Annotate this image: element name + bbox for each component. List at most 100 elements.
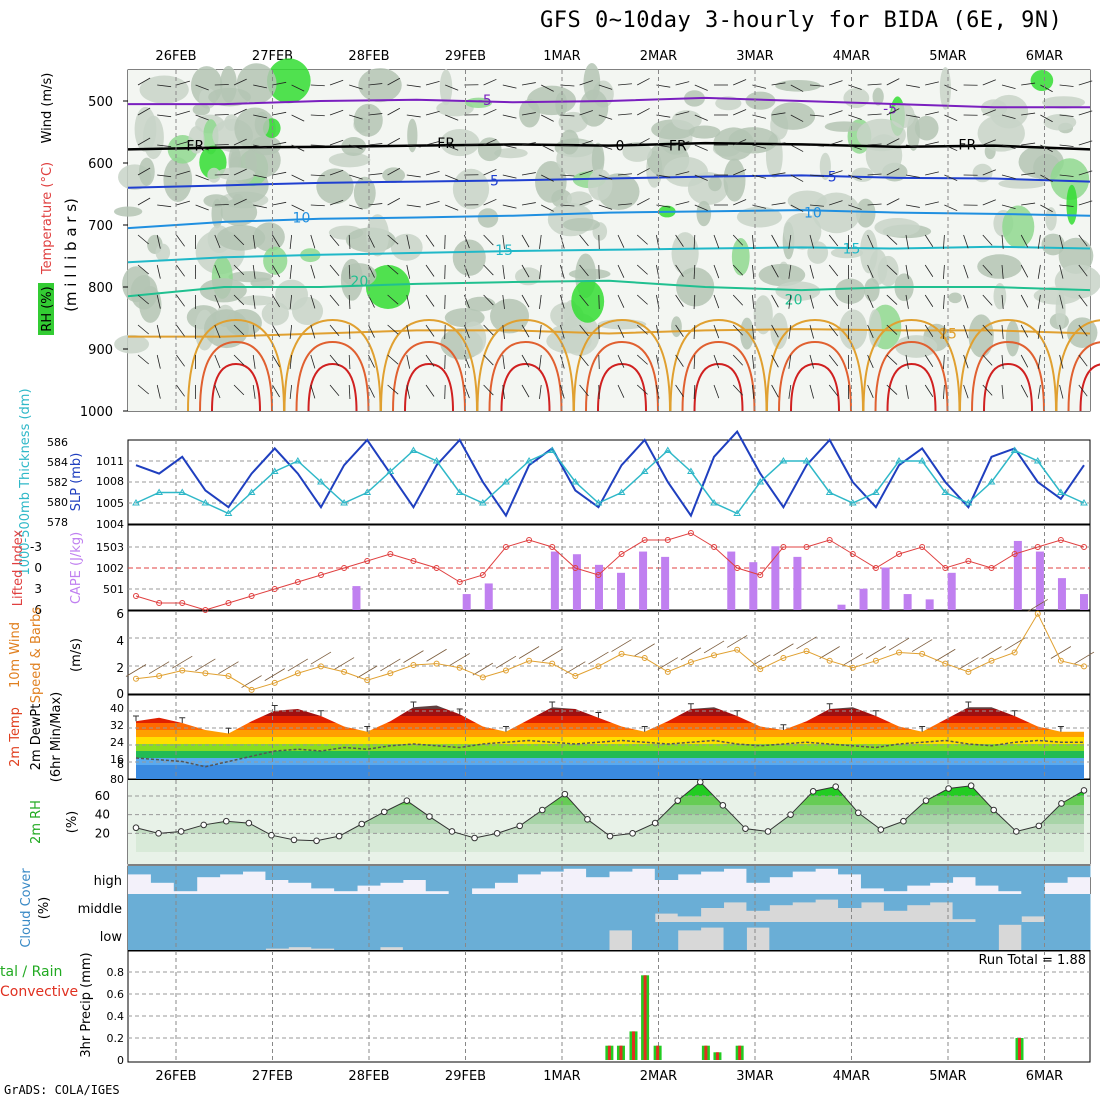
wind-barb xyxy=(272,171,287,176)
rh-shading-blob xyxy=(1050,158,1090,201)
thickness-marker xyxy=(178,488,187,495)
wind-barb xyxy=(502,84,517,89)
rh-marker xyxy=(1012,828,1020,835)
surface-temperature-contour xyxy=(669,318,768,412)
wind-barb xyxy=(732,294,744,306)
wind-barb xyxy=(771,264,779,278)
wind-barb xyxy=(675,81,690,86)
rh-shading-blob xyxy=(864,278,880,302)
wind-barb xyxy=(272,201,287,206)
wind-barb xyxy=(349,84,363,90)
wind-speed-marker xyxy=(1011,649,1018,656)
wind-speed-marker xyxy=(965,668,972,675)
wind-barb xyxy=(752,144,767,149)
wind-barb xyxy=(483,234,494,246)
cloud-bar-middle xyxy=(563,894,587,922)
wind-barb xyxy=(886,324,898,335)
wind-barb xyxy=(828,234,839,247)
wind-barb xyxy=(233,198,247,206)
wind-barb xyxy=(905,264,909,279)
cloud-bar-middle xyxy=(219,894,244,922)
cloud-bar-middle xyxy=(723,894,747,903)
wind-barb xyxy=(329,384,340,396)
lifted-index-marker xyxy=(711,544,718,550)
wind-barb xyxy=(233,324,245,336)
wind-barb xyxy=(828,324,839,337)
wind-barb xyxy=(963,264,969,279)
wind-barb xyxy=(425,140,440,146)
wind-barb xyxy=(539,384,542,399)
wind-barb xyxy=(137,294,149,305)
cloud-bar-middle xyxy=(998,894,1022,922)
wind-barb xyxy=(233,264,245,276)
wind-barb xyxy=(137,137,151,146)
wind-barb xyxy=(982,109,996,116)
wind-ytick-label: 6 xyxy=(116,607,124,621)
cloud-bar-low xyxy=(311,922,335,949)
lifted-index-marker xyxy=(502,544,509,550)
cloud-bar-low xyxy=(540,922,564,950)
wind-barb xyxy=(829,80,843,86)
cloud-bar-middle xyxy=(792,894,816,903)
rh-shading-blob xyxy=(671,110,702,130)
wind-barb xyxy=(349,114,363,120)
rh-shading-blob xyxy=(358,68,402,103)
wind-barb xyxy=(944,174,958,182)
wind-barb xyxy=(387,384,399,395)
wind-barb xyxy=(425,200,440,206)
wind-barb xyxy=(1020,354,1029,368)
lifted-index-marker xyxy=(387,551,394,557)
wind-speed-marker xyxy=(757,666,764,673)
cloud-bar-middle xyxy=(929,894,954,903)
wind-barb xyxy=(1037,324,1041,339)
rh-shading-blob xyxy=(261,301,290,326)
lifted-index-marker xyxy=(364,558,371,564)
lifted-index-ytick-label: -3 xyxy=(30,540,42,554)
cloud-bar-high xyxy=(700,866,725,872)
wind-barb xyxy=(886,168,900,176)
rh-marker xyxy=(177,828,185,835)
wind-speed-marker xyxy=(572,673,579,680)
wind-barb xyxy=(771,112,786,116)
wind-barb xyxy=(752,324,755,339)
wind-barb xyxy=(289,264,292,279)
wind-barb xyxy=(253,174,267,179)
cape-bar xyxy=(903,594,912,610)
rh-marker xyxy=(313,837,320,845)
wind-barb xyxy=(788,324,792,339)
thickness-line xyxy=(135,449,1085,515)
x-axis-bottom-label: 29FEB xyxy=(445,1069,486,1084)
wind-barb xyxy=(713,384,720,399)
rh-shading-blob xyxy=(199,278,247,303)
rh-ytick-label: 20 xyxy=(95,826,110,840)
wind-barb xyxy=(809,264,815,279)
wind-barb xyxy=(1078,200,1093,206)
cloud-bar-high xyxy=(1021,866,1045,894)
surface-temperature-contour xyxy=(1079,363,1100,412)
precip-ytick-label: 0.4 xyxy=(107,1010,125,1023)
wind-barb-10m xyxy=(750,654,771,668)
wind-barb-10m xyxy=(380,658,401,672)
x-axis-top-label: 6MAR xyxy=(1026,49,1063,64)
wind10m-axis-label-1: 10m Wind xyxy=(8,622,23,688)
lifted-index-marker xyxy=(988,565,995,571)
wind-barb xyxy=(828,354,839,367)
rh-shading-blob xyxy=(192,103,210,116)
wind-barb xyxy=(867,173,882,176)
wind-barb xyxy=(905,204,920,208)
wind-barb xyxy=(425,80,440,86)
wind-barb xyxy=(867,234,874,248)
wind-barb xyxy=(713,234,720,249)
rh-shading-blob xyxy=(571,279,605,323)
x-axis-bottom-label: 28FEB xyxy=(348,1069,389,1084)
wind-barb xyxy=(137,77,151,86)
lifted-index-marker xyxy=(1011,551,1018,557)
wind-barb xyxy=(214,294,221,309)
rh-shading-blob xyxy=(316,168,354,205)
wind-barb xyxy=(1001,144,1016,150)
lifted-index-marker xyxy=(271,586,278,592)
wind-barb xyxy=(905,384,909,399)
cloud-bar-high xyxy=(150,866,175,883)
wind-barb xyxy=(732,324,744,336)
wind-barb-10m xyxy=(148,661,170,675)
